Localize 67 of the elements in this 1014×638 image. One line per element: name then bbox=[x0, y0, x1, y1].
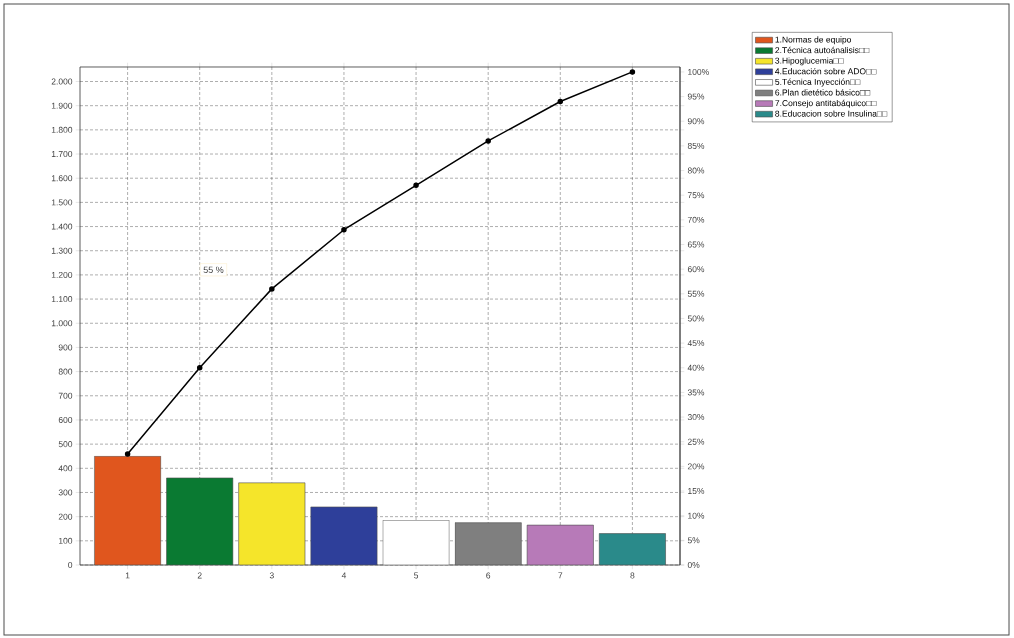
y-tick-label: 400 bbox=[58, 465, 73, 472]
legend-label: 4.Educación sobre ADO□□ bbox=[775, 67, 877, 75]
y2-tick-label: 15% bbox=[688, 488, 705, 495]
y-tick-label: 0 bbox=[68, 562, 73, 569]
y2-tick-label: 5% bbox=[687, 537, 700, 544]
y2-tick-label: 100% bbox=[688, 68, 709, 75]
y-tick-label: 700 bbox=[58, 392, 73, 399]
y2-tick-label: 60% bbox=[687, 266, 705, 273]
y2-tick-label: 35% bbox=[687, 389, 705, 396]
y2-tick-label: 80% bbox=[687, 167, 705, 174]
y-tick-label: 600 bbox=[58, 416, 73, 423]
y2-tick-label: 55% bbox=[687, 290, 705, 297]
point bbox=[196, 365, 203, 371]
y-tick-label: 900 bbox=[58, 344, 73, 351]
y2-tick-label: 70% bbox=[687, 216, 705, 223]
y-tick-label: 1.700 bbox=[51, 151, 73, 158]
y2-tick-label: 85% bbox=[687, 142, 705, 149]
y2-tick-label: 30% bbox=[687, 414, 705, 421]
legend-label: 6.Plan dietético básico□□ bbox=[775, 89, 871, 96]
y-tick-label: 1.200 bbox=[51, 271, 73, 278]
y2-tick-label: 45% bbox=[687, 340, 705, 347]
y2-tick-label: 75% bbox=[687, 192, 705, 199]
x-tick-label: 2 bbox=[197, 572, 202, 579]
y2-tick-label: 90% bbox=[687, 118, 705, 125]
y2-tick-label: 50% bbox=[687, 315, 705, 322]
legend-label: 7.Consejo antitabáquico□□ bbox=[775, 99, 877, 108]
x-tick-label: 4 bbox=[341, 572, 347, 579]
y-tick-label: 1.400 bbox=[51, 223, 73, 230]
x-tick-label: 6 bbox=[486, 572, 491, 579]
y2-tick-label: 10% bbox=[688, 512, 705, 519]
y-tick-label: 1.500 bbox=[51, 199, 73, 206]
y-tick-label: 1.000 bbox=[51, 320, 73, 327]
point bbox=[485, 138, 491, 144]
y-tick-label: 300 bbox=[58, 489, 73, 496]
point bbox=[269, 286, 275, 292]
y-tick-label: 1.100 bbox=[51, 296, 73, 303]
legend-label: 1.Normas de equipo bbox=[775, 36, 852, 45]
point bbox=[629, 69, 636, 75]
y2-tick-label: 25% bbox=[687, 438, 705, 445]
y2-tick-label: 40% bbox=[687, 364, 705, 371]
y-tick-label: 1.300 bbox=[51, 247, 73, 254]
y-tick-label: 500 bbox=[58, 441, 73, 448]
x-tick-label: 5 bbox=[414, 572, 419, 579]
point bbox=[557, 98, 564, 105]
y-tick-label: 800 bbox=[58, 368, 73, 375]
annotation: 55 % bbox=[203, 266, 224, 273]
point bbox=[413, 182, 419, 189]
y2-tick-label: 95% bbox=[687, 93, 705, 100]
point bbox=[124, 451, 131, 457]
x-tick-label: 1 bbox=[125, 572, 130, 579]
y-tick-label: 200 bbox=[58, 513, 73, 520]
y-tick-label: 1.800 bbox=[51, 126, 73, 133]
y-tick-label: 2.000 bbox=[51, 78, 73, 85]
y2-tick-label: 20% bbox=[687, 463, 705, 470]
legend-label: 8.Educacion sobre Insulina□□ bbox=[775, 110, 888, 117]
y2-tick-label: 65% bbox=[687, 241, 705, 248]
y-tick-label: 1.600 bbox=[51, 175, 73, 182]
legend-label: 3.Hipoglucemia□□ bbox=[775, 57, 844, 66]
legend-label: 2.Técnica autoánalisis□□ bbox=[775, 46, 870, 54]
y2-tick-label: 0% bbox=[687, 562, 700, 568]
y-tick-label: 100 bbox=[59, 537, 73, 544]
x-tick-label: 3 bbox=[269, 572, 274, 579]
point bbox=[341, 226, 347, 233]
legend-label: 5.Técnica Inyección□□ bbox=[775, 78, 861, 87]
x-tick-label: 7 bbox=[558, 572, 563, 579]
y-tick-label: 1.900 bbox=[51, 102, 73, 109]
x-tick-label: 8 bbox=[630, 572, 635, 579]
